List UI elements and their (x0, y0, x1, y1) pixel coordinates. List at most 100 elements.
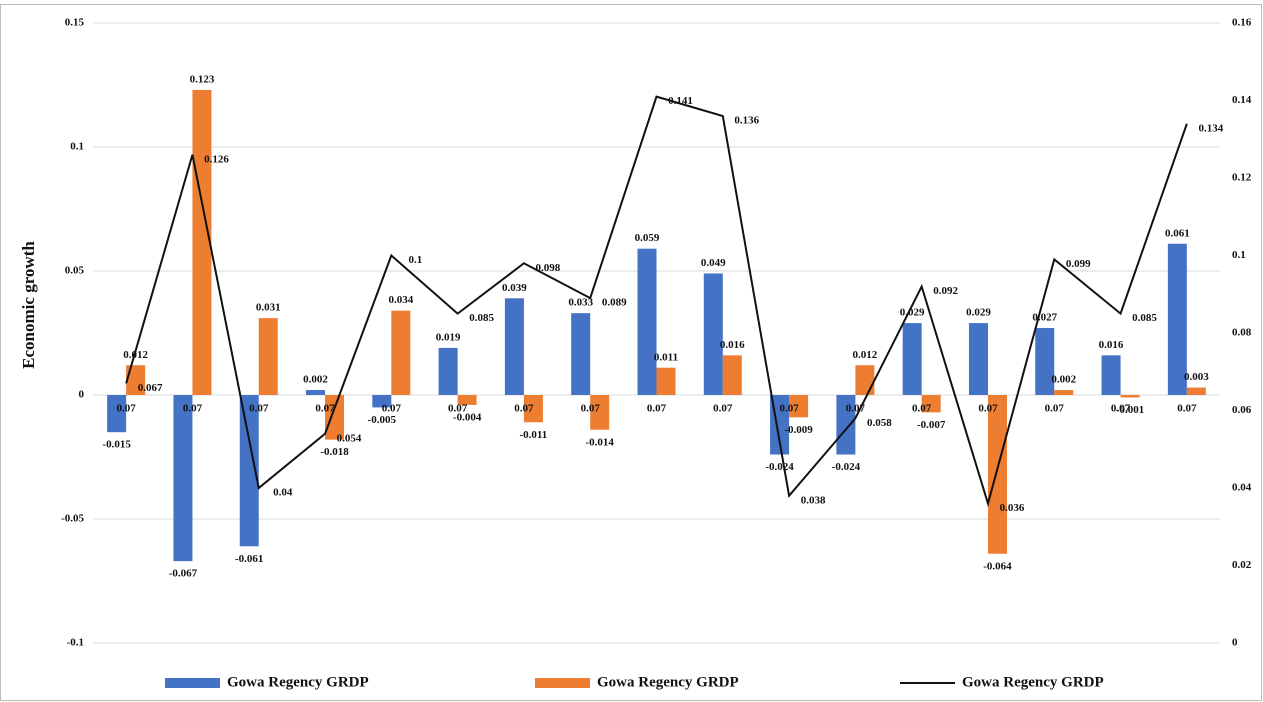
data-label: 0.029 (900, 307, 925, 319)
x-tick-label: 0.07 (1177, 403, 1197, 415)
bar (523, 395, 543, 423)
data-label: 0.003 (1184, 371, 1209, 383)
legend-label: Gowa Regency GRDP (227, 674, 369, 690)
data-label: -0.064 (983, 560, 1012, 572)
line (125, 95, 1188, 508)
bar (1101, 355, 1121, 395)
x-tick-label: 0.07 (315, 403, 335, 415)
y2-tick-label: 0.04 (1232, 482, 1252, 494)
bar (722, 355, 742, 395)
data-label: 0.092 (933, 285, 958, 297)
data-label: -0.015 (102, 439, 131, 451)
data-label: 0.019 (436, 331, 461, 343)
data-label: 0.141 (668, 95, 693, 107)
x-tick-label: 0.07 (779, 403, 799, 415)
data-label: -0.018 (320, 446, 349, 458)
data-label: 0.085 (1132, 312, 1157, 324)
y-tick-label: -0.05 (61, 513, 84, 525)
data-label: 0.126 (204, 153, 229, 165)
y-axis-label: Economic growth (19, 241, 38, 369)
bar (1167, 243, 1187, 395)
y-tick-label: 0.15 (65, 17, 85, 29)
bar (1186, 387, 1206, 395)
data-label: -0.067 (169, 568, 198, 580)
data-label: 0.011 (654, 351, 678, 363)
data-label: 0.002 (1051, 374, 1076, 386)
bar (1054, 390, 1074, 395)
data-label: 0.04 (273, 487, 293, 499)
data-label: -0.024 (765, 461, 794, 473)
bar (590, 395, 610, 430)
bar (637, 248, 657, 395)
bar (855, 365, 875, 395)
bar (372, 395, 392, 408)
bar (325, 395, 345, 440)
data-label: 0.029 (966, 307, 991, 319)
y2-tick-label: 0.08 (1232, 327, 1252, 339)
data-label: 0.012 (123, 349, 148, 361)
x-tick-label: 0.07 (1111, 403, 1131, 415)
x-tick-label: 0.07 (978, 403, 998, 415)
bar (1120, 395, 1140, 398)
data-label: 0.067 (138, 382, 163, 394)
data-label: 0.054 (337, 432, 362, 444)
bar (126, 365, 146, 395)
bar (239, 395, 259, 547)
y2-tick-label: 0.16 (1232, 17, 1252, 29)
data-label: -0.009 (784, 424, 813, 436)
data-label: 0.034 (388, 294, 413, 306)
legend-label: Gowa Regency GRDP (962, 674, 1104, 690)
legend-label: Gowa Regency GRDP (597, 674, 739, 690)
data-label: 0.012 (853, 349, 878, 361)
y-tick-label: 0.1 (70, 141, 84, 153)
y-tick-label: -0.1 (67, 637, 84, 649)
bar (192, 89, 212, 396)
x-tick-label: 0.07 (183, 403, 203, 415)
data-label: 0.016 (1099, 339, 1124, 351)
x-tick-label: 0.07 (912, 403, 932, 415)
data-label: 0.061 (1165, 227, 1190, 239)
data-label: -0.001 (1116, 404, 1144, 416)
bar (1035, 328, 1055, 395)
bar (571, 313, 591, 395)
data-label: 0.016 (720, 339, 745, 351)
bar (656, 367, 676, 395)
x-tick-label: 0.07 (581, 403, 601, 415)
data-label: -0.004 (453, 411, 482, 423)
data-label: -0.061 (235, 553, 263, 565)
data-label: 0.089 (602, 297, 627, 309)
y2-tick-label: 0.06 (1232, 404, 1252, 416)
bar (107, 395, 127, 433)
data-label: 0.123 (190, 73, 215, 85)
x-tick-label: 0.07 (448, 403, 468, 415)
data-label: 0.036 (1000, 502, 1025, 514)
bar (789, 395, 809, 418)
x-tick-label: 0.07 (647, 403, 667, 415)
data-label: 0.049 (701, 257, 726, 269)
frame (0, 4, 1262, 701)
y2-tick-label: 0 (1232, 637, 1238, 649)
bar (504, 298, 524, 395)
y2-tick-label: 0.12 (1232, 172, 1252, 184)
data-label: 0.099 (1066, 258, 1091, 270)
data-label: -0.011 (520, 429, 548, 441)
bar (173, 395, 193, 562)
x-tick-label: 0.07 (514, 403, 534, 415)
data-label: 0.085 (469, 312, 494, 324)
data-label: 0.002 (303, 374, 328, 386)
data-label: -0.007 (917, 419, 946, 431)
data-label: -0.024 (832, 461, 861, 473)
x-tick-label: 0.07 (382, 403, 402, 415)
legend-swatch (165, 678, 220, 688)
x-tick-label: 0.07 (249, 403, 269, 415)
y2-tick-label: 0.02 (1232, 559, 1252, 571)
data-label: 0.038 (801, 494, 826, 506)
bar (836, 395, 856, 455)
bar (968, 323, 988, 395)
x-tick-label: 0.07 (846, 403, 866, 415)
bar (457, 395, 477, 405)
y2-tick-label: 0.1 (1232, 249, 1246, 261)
data-label: 0.1 (408, 254, 422, 266)
data-label: -0.014 (585, 436, 614, 448)
